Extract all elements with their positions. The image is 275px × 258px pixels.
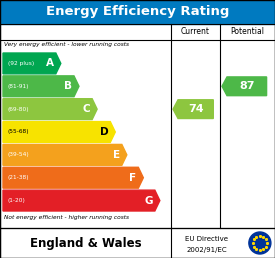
Text: England & Wales: England & Wales — [30, 237, 141, 249]
Polygon shape — [3, 167, 143, 188]
Circle shape — [249, 232, 271, 254]
Bar — [0, 228, 275, 258]
Text: G: G — [144, 196, 153, 206]
Polygon shape — [3, 190, 160, 211]
Text: (1-20): (1-20) — [8, 198, 26, 203]
Text: Very energy efficient - lower running costs: Very energy efficient - lower running co… — [4, 42, 129, 47]
Polygon shape — [3, 144, 127, 165]
Text: (81-91): (81-91) — [8, 84, 29, 89]
Text: F: F — [129, 173, 136, 183]
Polygon shape — [3, 53, 61, 74]
Text: Energy Efficiency Rating: Energy Efficiency Rating — [46, 5, 229, 19]
Text: (69-80): (69-80) — [8, 107, 30, 112]
Text: (39-54): (39-54) — [8, 152, 30, 157]
Polygon shape — [222, 77, 266, 96]
Text: EU Directive: EU Directive — [185, 236, 228, 243]
Polygon shape — [3, 99, 97, 119]
Text: Current: Current — [181, 28, 210, 36]
Text: B: B — [64, 81, 72, 91]
Text: (92 plus): (92 plus) — [8, 61, 34, 66]
Text: Not energy efficient - higher running costs: Not energy efficient - higher running co… — [4, 215, 129, 220]
Bar — [0, 24, 275, 228]
Text: A: A — [46, 58, 54, 68]
Polygon shape — [3, 122, 115, 142]
Text: 74: 74 — [188, 104, 204, 114]
Text: Potential: Potential — [230, 28, 265, 36]
Text: (55-68): (55-68) — [8, 130, 30, 134]
Text: E: E — [113, 150, 120, 160]
Text: 87: 87 — [239, 81, 255, 91]
Polygon shape — [3, 76, 79, 97]
Text: D: D — [100, 127, 108, 137]
Polygon shape — [173, 100, 213, 118]
Text: (21-38): (21-38) — [8, 175, 30, 180]
Text: C: C — [82, 104, 90, 114]
Bar — [0, 0, 275, 24]
Text: 2002/91/EC: 2002/91/EC — [186, 247, 227, 253]
